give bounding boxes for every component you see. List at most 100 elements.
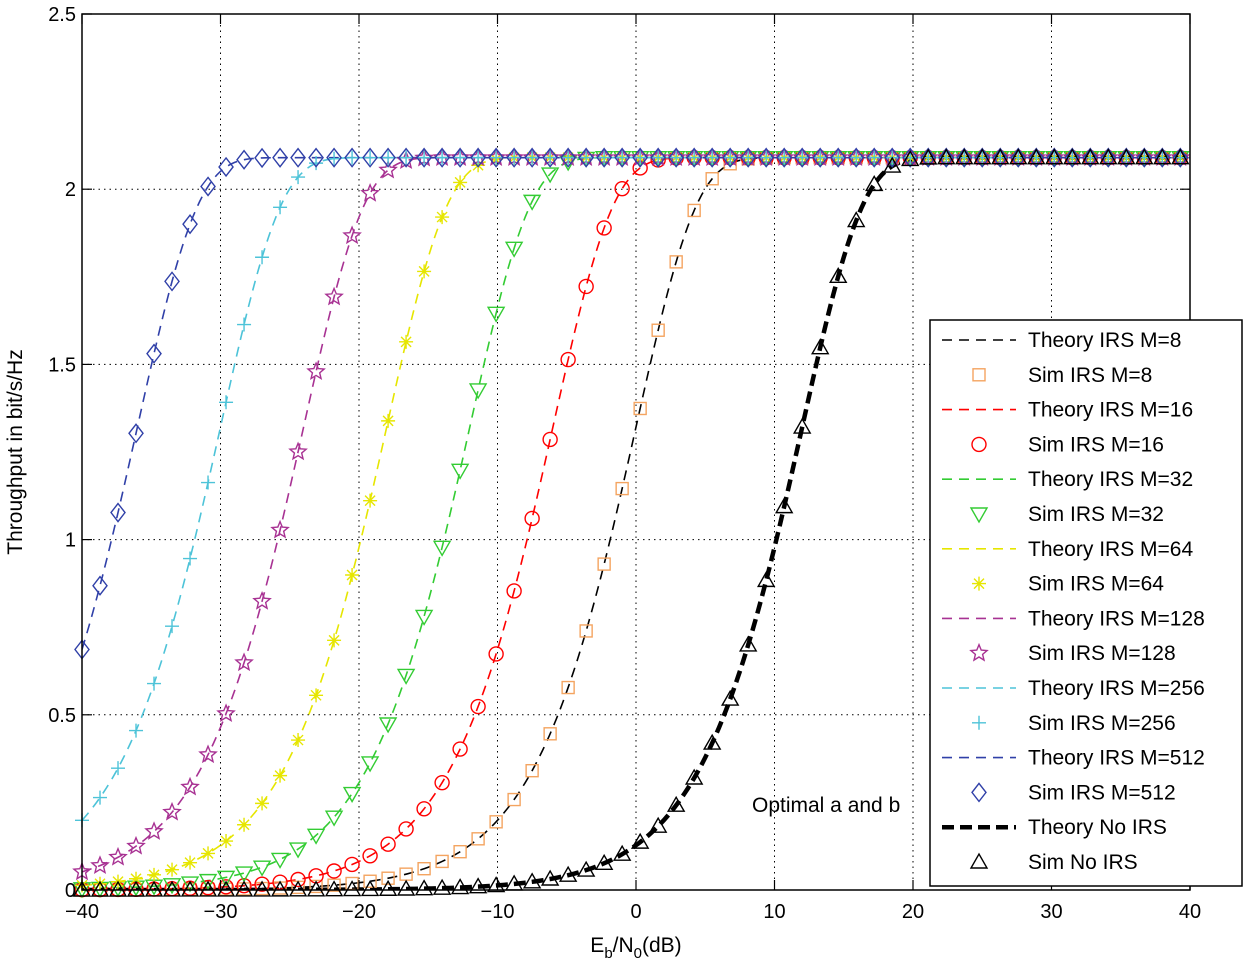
data-point-marker xyxy=(831,150,846,165)
data-point-marker xyxy=(486,876,506,893)
data-point-marker xyxy=(489,815,503,829)
data-point-marker xyxy=(327,878,341,892)
data-point-marker xyxy=(126,835,146,855)
data-point-marker xyxy=(344,856,360,873)
data-point-marker xyxy=(90,855,110,874)
data-point-marker xyxy=(543,727,557,741)
data-point-marker xyxy=(973,148,992,165)
data-point-marker xyxy=(363,150,378,165)
data-point-marker xyxy=(270,519,290,539)
data-point-marker xyxy=(453,175,468,190)
legend-label: Theory IRS M=16 xyxy=(1028,399,1193,422)
data-point-marker xyxy=(270,852,290,869)
data-point-marker xyxy=(794,147,811,168)
data-point-marker xyxy=(687,203,701,218)
data-point-marker xyxy=(378,159,398,179)
data-point-marker xyxy=(201,846,216,861)
data-point-marker xyxy=(360,183,380,202)
legend-label: Theory No IRS xyxy=(1028,816,1167,839)
data-point-marker xyxy=(704,147,721,168)
data-point-marker xyxy=(470,147,486,168)
data-point-marker xyxy=(450,463,470,480)
data-point-marker xyxy=(507,150,522,165)
legend-label: Theory IRS M=64 xyxy=(1028,538,1193,561)
data-point-marker xyxy=(1099,148,1118,165)
data-point-marker xyxy=(830,147,847,168)
data-point-marker xyxy=(542,431,558,448)
data-point-marker xyxy=(362,848,378,864)
legend-label: Sim IRS M=32 xyxy=(1028,503,1164,526)
data-point-marker xyxy=(883,156,902,173)
data-point-marker xyxy=(234,880,254,897)
data-point-marker xyxy=(198,880,218,897)
data-point-marker xyxy=(416,147,432,168)
x-axis-label: Eb/N0(dB) xyxy=(590,934,681,962)
data-point-marker xyxy=(126,880,146,897)
data-point-marker xyxy=(597,150,612,165)
data-point-marker xyxy=(543,150,558,165)
data-point-marker xyxy=(579,150,594,165)
data-point-marker xyxy=(615,150,630,165)
data-point-marker xyxy=(705,150,720,165)
data-point-marker xyxy=(849,150,864,165)
legend-entry: Sim IRS M=256 xyxy=(972,712,1176,735)
data-point-marker xyxy=(542,147,559,168)
data-point-marker xyxy=(1027,148,1046,165)
legend-entry: Theory No IRS xyxy=(942,816,1167,839)
data-point-marker xyxy=(1028,147,1045,168)
data-point-marker xyxy=(937,148,956,165)
legend-entry: Sim IRS M=512 xyxy=(971,781,1176,804)
data-point-marker xyxy=(147,867,162,882)
data-point-marker xyxy=(378,879,398,896)
data-point-marker xyxy=(1100,147,1117,168)
data-point-marker xyxy=(450,878,470,895)
data-point-marker xyxy=(651,323,665,337)
data-point-marker xyxy=(774,497,794,514)
data-point-marker xyxy=(633,150,648,165)
data-point-marker xyxy=(686,147,703,168)
data-point-marker xyxy=(884,147,901,168)
data-point-marker xyxy=(380,147,396,168)
sim-series xyxy=(72,148,1190,897)
data-point-marker xyxy=(326,147,342,168)
data-point-marker xyxy=(363,493,378,508)
data-point-marker xyxy=(920,147,937,168)
x-tick-label: 10 xyxy=(763,901,785,923)
data-point-marker xyxy=(594,853,614,870)
legend-entry: Theory IRS M=256 xyxy=(942,677,1205,700)
data-point-marker xyxy=(309,688,324,703)
data-point-marker xyxy=(180,876,200,893)
data-point-marker xyxy=(324,286,344,306)
data-point-marker xyxy=(201,475,216,490)
legend-entry: Theory IRS M=32 xyxy=(942,468,1193,491)
legend-entry: Theory IRS M=512 xyxy=(942,747,1205,770)
data-point-marker xyxy=(488,646,504,662)
data-point-marker xyxy=(522,194,542,211)
legend-entry: Theory IRS M=128 xyxy=(942,607,1205,630)
data-point-marker xyxy=(306,880,326,897)
data-point-marker xyxy=(345,150,360,165)
data-point-marker xyxy=(432,540,452,557)
data-point-marker xyxy=(992,147,1009,168)
data-point-marker xyxy=(254,147,270,169)
data-point-marker xyxy=(182,214,198,235)
data-point-marker xyxy=(524,510,540,527)
legend-box xyxy=(929,319,1243,887)
data-point-marker xyxy=(901,150,920,167)
data-point-marker xyxy=(1154,147,1171,168)
data-point-marker xyxy=(576,860,596,877)
data-point-marker xyxy=(108,880,128,897)
y-tick-label: 2.5 xyxy=(48,4,76,26)
data-point-marker xyxy=(216,870,236,887)
legend-entry: Theory IRS M=64 xyxy=(942,538,1193,561)
data-point-marker xyxy=(162,801,182,821)
data-point-marker xyxy=(218,156,234,178)
data-point-marker xyxy=(630,832,650,849)
data-point-marker xyxy=(380,836,396,852)
data-point-marker xyxy=(795,150,810,165)
data-point-marker xyxy=(578,278,594,295)
data-point-marker xyxy=(164,271,180,292)
data-point-marker xyxy=(666,795,686,812)
data-point-marker xyxy=(399,150,414,165)
data-point-marker xyxy=(1135,148,1154,165)
